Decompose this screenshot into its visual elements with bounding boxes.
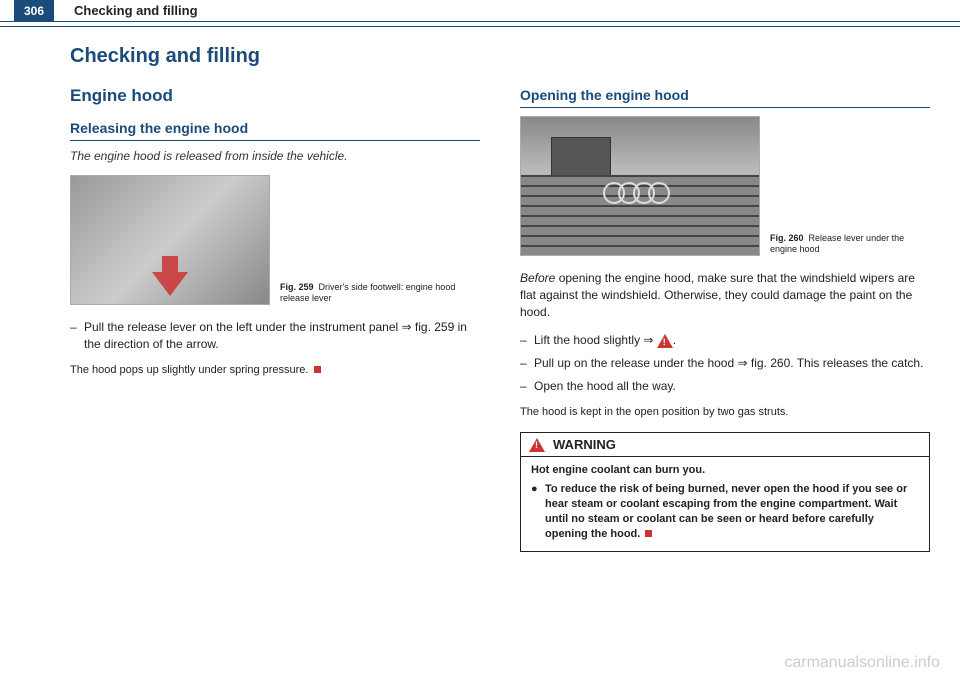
running-title: Checking and filling xyxy=(74,3,198,18)
figure-260-caption: Fig. 260 Release lever under the engine … xyxy=(770,233,930,256)
fig-260-num: Fig. 260 xyxy=(770,233,804,243)
right-step-2-text: Pull up on the release under the hood ⇒ … xyxy=(534,355,923,372)
before-word: Before xyxy=(520,271,555,285)
end-square-icon xyxy=(645,530,652,537)
bullet-icon: ● xyxy=(531,482,545,541)
dash-icon: – xyxy=(520,355,534,372)
content-area: Checking and filling Engine hood Releasi… xyxy=(0,45,960,552)
before-note-text: opening the engine hood, make sure that … xyxy=(520,271,915,319)
left-step-1-text: Pull the release lever on the left under… xyxy=(84,319,480,353)
intro-text: The engine hood is released from inside … xyxy=(70,149,480,163)
right-step-1: – Lift the hood slightly ⇒ . xyxy=(520,332,930,349)
warning-triangle-icon xyxy=(529,438,545,452)
main-heading: Checking and filling xyxy=(70,45,480,68)
warning-bullet-bold: To reduce the risk of being burned, neve… xyxy=(545,483,907,540)
tail-note: The hood is kept in the open position by… xyxy=(520,405,930,420)
left-step-1: – Pull the release lever on the left und… xyxy=(70,319,480,353)
right-column: Opening the engine hood B4E-1124 Fig. 26… xyxy=(520,45,930,552)
warning-body: Hot engine coolant can burn you. ● To re… xyxy=(521,457,929,551)
warning-header: WARNING xyxy=(521,433,929,457)
right-step-1-text: Lift the hood slightly ⇒ . xyxy=(534,332,676,349)
left-note: The hood pops up slightly under spring p… xyxy=(70,363,480,378)
step1-suffix: . xyxy=(673,333,676,347)
figure-259-image: B4E-1265 xyxy=(70,175,270,305)
right-step-3: – Open the hood all the way. xyxy=(520,378,930,395)
figure-260-image: B4E-1124 xyxy=(520,116,760,256)
warning-title: WARNING xyxy=(553,437,616,452)
sub-heading-left: Releasing the engine hood xyxy=(70,120,480,141)
page-number: 306 xyxy=(14,0,54,22)
figure-259-row: B4E-1265 Fig. 259 Driver's side footwell… xyxy=(70,175,480,305)
figure-260-row: B4E-1124 Fig. 260 Release lever under th… xyxy=(520,116,930,256)
warning-triangle-icon xyxy=(657,334,673,348)
warning-bullet: ● To reduce the risk of being burned, ne… xyxy=(531,482,919,541)
end-square-icon xyxy=(314,366,321,373)
right-step-3-text: Open the hood all the way. xyxy=(534,378,676,395)
header-rule xyxy=(0,26,960,27)
dash-icon: – xyxy=(70,319,84,353)
audi-rings-icon xyxy=(610,182,670,204)
left-column: Checking and filling Engine hood Releasi… xyxy=(70,45,480,552)
fig-259-num: Fig. 259 xyxy=(280,282,314,292)
left-steps: – Pull the release lever on the left und… xyxy=(70,319,480,353)
dash-icon: – xyxy=(520,378,534,395)
watermark: carmanualsonline.info xyxy=(784,654,940,672)
page-header: 306 Checking and filling xyxy=(0,0,960,22)
section-heading: Engine hood xyxy=(70,86,480,106)
sub-heading-right: Opening the engine hood xyxy=(520,87,930,108)
warning-box: WARNING Hot engine coolant can burn you.… xyxy=(520,432,930,552)
step1-prefix: Lift the hood slightly ⇒ xyxy=(534,333,657,347)
warning-lead: Hot engine coolant can burn you. xyxy=(531,463,919,478)
right-steps: – Lift the hood slightly ⇒ . – Pull up o… xyxy=(520,332,930,394)
dash-icon: – xyxy=(520,332,534,349)
arrow-down-icon xyxy=(152,272,188,296)
figure-259-caption: Fig. 259 Driver's side footwell: engine … xyxy=(280,282,480,305)
right-step-2: – Pull up on the release under the hood … xyxy=(520,355,930,372)
hood-latch-icon xyxy=(551,137,611,177)
warning-bullet-text: To reduce the risk of being burned, neve… xyxy=(545,482,919,541)
left-note-text: The hood pops up slightly under spring p… xyxy=(70,364,308,376)
before-note: Before opening the engine hood, make sur… xyxy=(520,270,930,320)
